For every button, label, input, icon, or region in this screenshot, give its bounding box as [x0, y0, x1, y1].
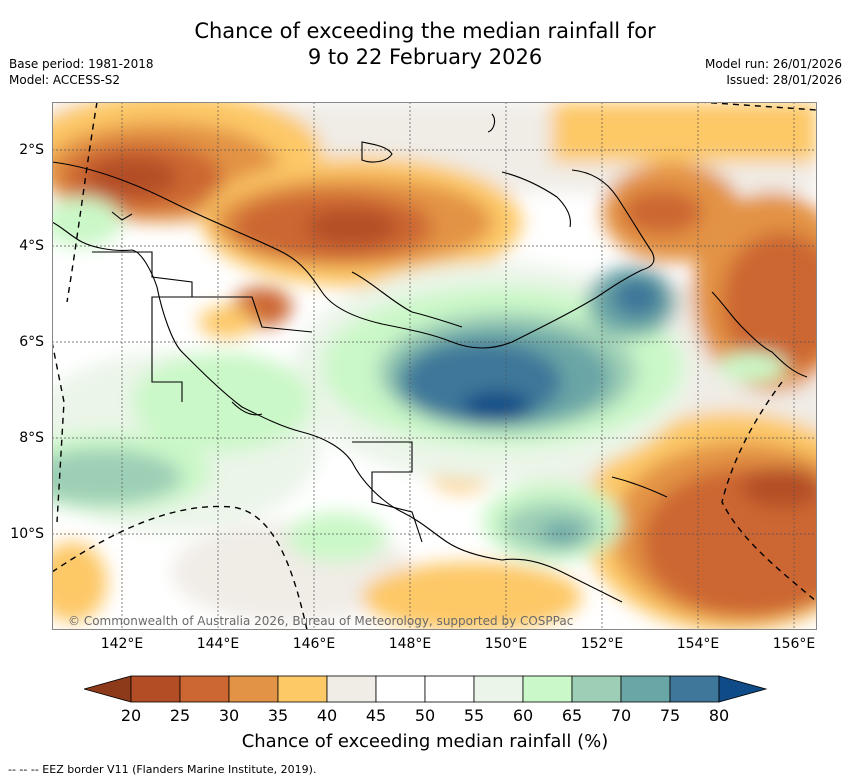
lat-label-6s: 6°S [19, 334, 44, 350]
map-frame [52, 102, 817, 630]
colorbar-title: Chance of exceeding median rainfall (%) [241, 731, 609, 752]
cb-tick-55: 55 [463, 706, 485, 725]
colorbar [84, 675, 768, 703]
cb-tick-25: 25 [169, 706, 191, 725]
base-period: Base period: 1981-2018 [9, 57, 154, 71]
meta-left: Base period: 1981-2018 Model: ACCESS-S2 [9, 56, 154, 88]
lat-label-10s: 10°S [10, 526, 44, 542]
rainfall-map [52, 102, 817, 630]
lon-label-152e: 152°E [580, 636, 624, 652]
colorbar-cell [571, 675, 622, 703]
colorbar-cell [277, 675, 328, 703]
model-name: Model: ACCESS-S2 [9, 73, 121, 87]
model-run: Model run: 26/01/2026 [704, 57, 842, 71]
cb-tick-65: 65 [561, 706, 583, 725]
colorbar-arrow-high [718, 675, 768, 703]
colorbar-cell [326, 675, 377, 703]
colorbar-cell [375, 675, 426, 703]
eez-borders [52, 102, 817, 630]
cb-tick-50: 50 [414, 706, 436, 725]
lon-label-154e: 154°E [676, 636, 720, 652]
cb-tick-30: 30 [218, 706, 240, 725]
lon-label-150e: 150°E [484, 636, 528, 652]
cb-tick-35: 35 [267, 706, 289, 725]
map-title: Chance of exceeding the median rainfall … [0, 18, 850, 70]
copyright-note: © Commonwealth of Australia 2026, Bureau… [68, 614, 574, 628]
lat-label-8s: 8°S [19, 430, 44, 446]
eez-legend-note: -- -- -- EEZ border V11 (Flanders Marine… [8, 763, 317, 776]
probability-field [52, 102, 817, 630]
lon-label-148e: 148°E [388, 636, 432, 652]
lat-label-4s: 4°S [19, 238, 44, 254]
lon-label-142e: 142°E [100, 636, 144, 652]
colorbar-cell [473, 675, 524, 703]
colorbar-arrow-low [84, 675, 132, 703]
title-line-1: Chance of exceeding the median rainfall … [194, 19, 656, 43]
issued-date: Issued: 28/01/2026 [726, 73, 842, 87]
lat-label-2s: 2°S [19, 142, 44, 158]
colorbar-cell [424, 675, 475, 703]
colorbar-cell [522, 675, 573, 703]
colorbar-cell [669, 675, 720, 703]
colorbar-cell [620, 675, 671, 703]
cb-tick-60: 60 [512, 706, 534, 725]
cb-tick-45: 45 [365, 706, 387, 725]
colorbar-cell [130, 675, 181, 703]
cb-tick-20: 20 [120, 706, 142, 725]
colorbar-cell [179, 675, 230, 703]
colorbar-cell [228, 675, 279, 703]
lon-label-156e: 156°E [772, 636, 816, 652]
graticule [52, 102, 817, 630]
lon-label-146e: 146°E [292, 636, 336, 652]
meta-right: Model run: 26/01/2026 Issued: 28/01/2026 [705, 56, 842, 88]
lon-label-144e: 144°E [196, 636, 240, 652]
coastlines [52, 113, 808, 603]
cb-tick-75: 75 [659, 706, 681, 725]
cb-tick-70: 70 [610, 706, 632, 725]
cb-tick-80: 80 [708, 706, 730, 725]
title-line-2: 9 to 22 February 2026 [307, 45, 543, 69]
cb-tick-40: 40 [316, 706, 338, 725]
